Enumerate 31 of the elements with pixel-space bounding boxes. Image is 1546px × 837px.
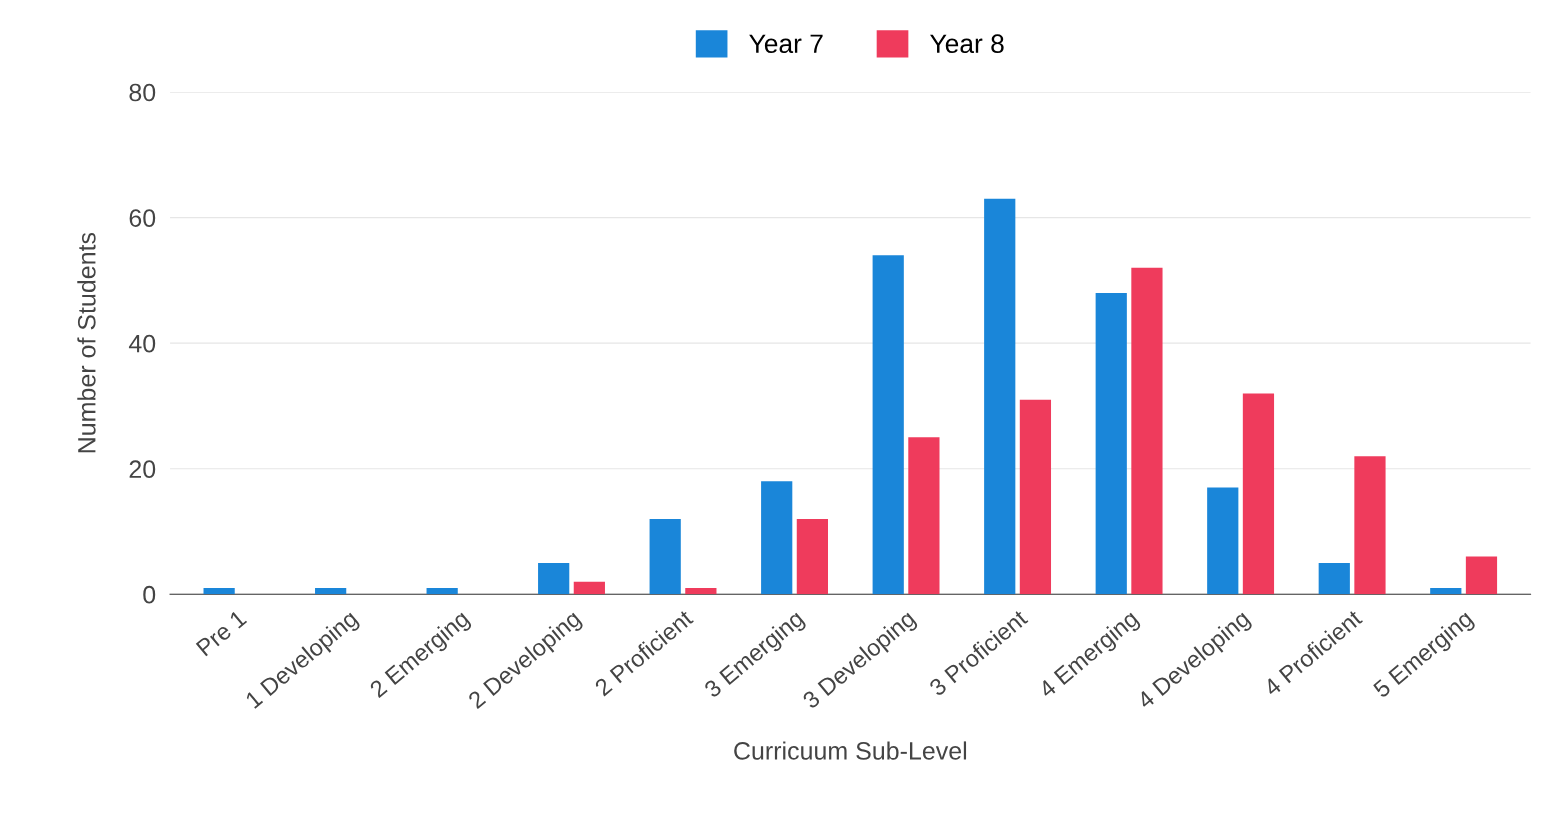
legend-label: Year 8 bbox=[930, 34, 1004, 54]
bar bbox=[1242, 393, 1275, 595]
bar bbox=[1354, 456, 1386, 595]
bar bbox=[761, 481, 793, 595]
bar bbox=[538, 562, 570, 595]
bar bbox=[1095, 292, 1127, 595]
bar bbox=[685, 587, 717, 595]
bar bbox=[984, 198, 1016, 595]
y-tick-label: 80 bbox=[129, 83, 156, 102]
y-tick-label: 40 bbox=[128, 334, 156, 353]
bar bbox=[1019, 399, 1052, 595]
bar bbox=[573, 581, 605, 595]
bar bbox=[1465, 556, 1498, 595]
bar bbox=[1318, 562, 1350, 595]
bar bbox=[315, 587, 347, 595]
x-tick-label: Pre 1 bbox=[195, 609, 248, 657]
bar bbox=[1430, 587, 1462, 595]
x-axis-title: Curricuum Sub-Level bbox=[734, 741, 967, 760]
bar bbox=[872, 255, 904, 595]
bar bbox=[426, 587, 458, 595]
bar bbox=[1131, 267, 1163, 595]
legend-label: Year 7 bbox=[749, 34, 823, 54]
bar bbox=[796, 518, 828, 595]
bar bbox=[203, 587, 235, 595]
bar bbox=[649, 518, 681, 595]
y-tick-label: 20 bbox=[129, 460, 156, 479]
y-tick-label: 60 bbox=[129, 209, 156, 227]
y-tick-label: 0 bbox=[143, 585, 156, 604]
bar bbox=[908, 437, 940, 595]
bar bbox=[1207, 487, 1239, 595]
y-axis-title: Number of Students bbox=[77, 232, 96, 453]
